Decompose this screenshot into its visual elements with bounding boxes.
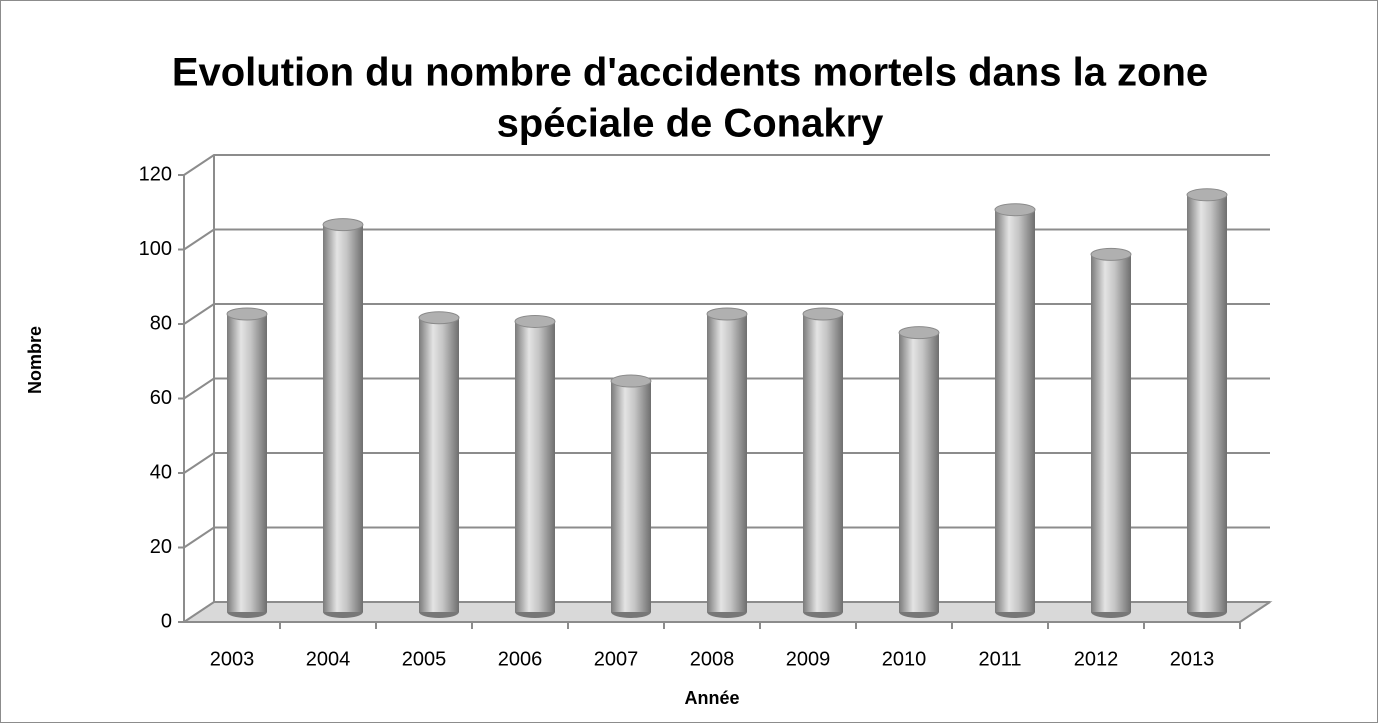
- x-tick-label: 2005: [402, 648, 447, 670]
- bar: [803, 314, 843, 612]
- x-tick-label: 2007: [594, 648, 639, 670]
- bar-top: [994, 203, 1036, 217]
- x-tick-label: 2012: [1074, 648, 1119, 670]
- bar: [899, 332, 939, 612]
- y-tick-label: 100: [139, 238, 172, 260]
- y-axis-label: Nombre: [25, 326, 45, 394]
- x-tick-label: 2008: [690, 648, 735, 670]
- x-tick-label: 2006: [498, 648, 543, 670]
- bar: [419, 317, 459, 612]
- bar: [995, 209, 1035, 612]
- grid-line: [183, 154, 1270, 176]
- bar: [707, 314, 747, 612]
- bar-top: [1186, 188, 1228, 202]
- bar-top: [898, 326, 940, 340]
- bar-top: [706, 307, 748, 321]
- y-tick-label: 40: [150, 461, 172, 483]
- chart-title: Evolution du nombre d'accidents mortels …: [172, 51, 1208, 95]
- bar: [1187, 194, 1227, 613]
- grid-line: [183, 228, 1270, 251]
- y-tick-label: 60: [150, 387, 172, 409]
- y-tick-label: 120: [139, 163, 172, 185]
- bar-top: [802, 307, 844, 321]
- grid-line: [183, 303, 1270, 325]
- bar-top: [514, 314, 556, 328]
- y-tick-label: 80: [150, 312, 172, 334]
- x-tick-label: 2009: [786, 648, 831, 670]
- x-tick-label: 2010: [882, 648, 927, 670]
- x-axis-label: Année: [684, 688, 739, 708]
- bar-top: [226, 307, 268, 321]
- x-tick-label: 2013: [1170, 648, 1215, 670]
- y-tick-label: 0: [161, 610, 172, 632]
- bar: [515, 321, 555, 612]
- bar: [611, 381, 651, 612]
- bar-top: [1090, 247, 1132, 261]
- bar-top: [322, 218, 364, 232]
- y-tick-label: 20: [150, 536, 172, 558]
- bar: [227, 314, 267, 612]
- bar-top: [418, 311, 460, 325]
- x-tick-label: 2011: [978, 648, 1021, 670]
- bar: [1091, 254, 1131, 612]
- bar: [323, 224, 363, 612]
- chart-title: spéciale de Conakry: [497, 102, 885, 146]
- floor-edge: [1239, 601, 1271, 623]
- x-tick-label: 2004: [306, 648, 351, 670]
- bar-top: [610, 374, 652, 388]
- x-tick-label: 2003: [210, 648, 255, 670]
